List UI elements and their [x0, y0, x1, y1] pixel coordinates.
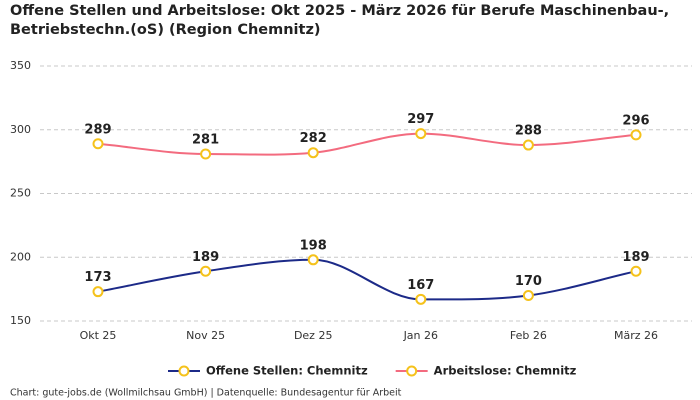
- data-label: 167: [407, 278, 434, 293]
- data-label: 288: [515, 124, 542, 139]
- data-label: 296: [622, 113, 649, 128]
- x-tick-label: Feb 26: [510, 329, 547, 342]
- chart-title: Offene Stellen und Arbeitslose: Okt 2025…: [10, 3, 669, 19]
- legend-label: Offene Stellen: Chemnitz: [206, 364, 368, 378]
- x-tick-label: Okt 25: [80, 329, 117, 342]
- data-label: 297: [407, 112, 434, 127]
- marker: [92, 286, 104, 298]
- line: [97, 258, 637, 301]
- marker: [200, 265, 212, 277]
- data-label: 198: [300, 238, 327, 253]
- legend-label: Arbeitslose: Chemnitz: [434, 364, 577, 378]
- marker: [630, 129, 642, 141]
- data-label: 289: [84, 122, 111, 137]
- y-tick-label: 300: [10, 123, 31, 136]
- marker: [415, 128, 427, 140]
- data-label: 170: [515, 274, 542, 289]
- footer: Chart: gute-jobs.de (Wollmilchsau GmbH) …: [10, 388, 402, 399]
- marker: [522, 139, 534, 151]
- y-tick-label: 350: [10, 59, 31, 72]
- x-tick-label: Jan 26: [403, 329, 438, 342]
- data-label: 281: [192, 132, 219, 147]
- legend-marker: [406, 365, 418, 377]
- marker: [415, 293, 427, 305]
- x-tick-label: Nov 25: [186, 329, 225, 342]
- y-tick-label: 150: [10, 314, 31, 327]
- marker: [307, 147, 319, 159]
- data-label: 189: [622, 250, 649, 265]
- marker: [200, 148, 212, 160]
- marker: [92, 138, 104, 150]
- x-tick-label: März 26: [614, 329, 658, 342]
- y-tick-label: 250: [10, 187, 31, 200]
- chart-subtitle: Betriebstechn.(oS) (Region Chemnitz): [10, 22, 321, 38]
- legend-marker: [178, 365, 190, 377]
- marker: [630, 265, 642, 277]
- y-tick-label: 200: [10, 250, 31, 263]
- line: [97, 132, 637, 156]
- marker: [522, 290, 534, 301]
- x-tick-label: Dez 25: [294, 329, 333, 342]
- data-label: 282: [300, 131, 327, 146]
- data-label: 189: [192, 250, 219, 265]
- marker: [307, 254, 319, 266]
- data-label: 173: [84, 270, 111, 285]
